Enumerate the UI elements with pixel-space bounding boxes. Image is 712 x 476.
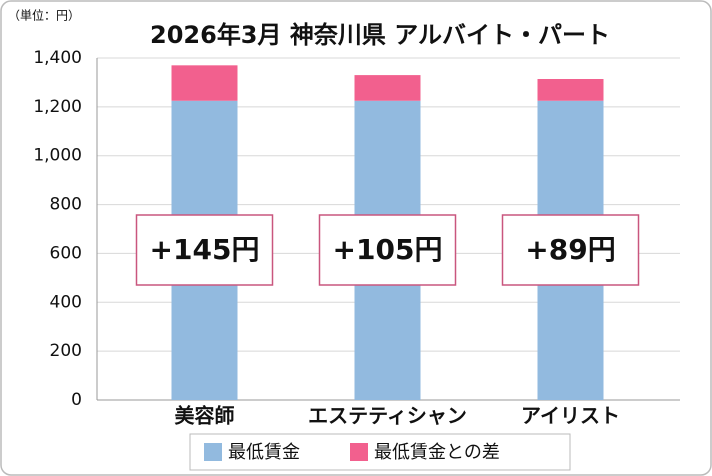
y-tick-label: 200 [50,341,82,361]
legend-swatch [350,443,368,461]
data-label: +105円 [333,233,443,266]
bar-segment [537,79,604,101]
y-tick-label: 1,200 [33,97,82,117]
y-tick-label: 1,400 [33,48,82,68]
data-label: +145円 [150,233,260,266]
legend-frame [189,433,571,471]
bar-segment [354,75,421,101]
annotation-box [318,214,457,286]
y-tick-label: 600 [50,243,82,263]
unit-label: （単位：円） [8,8,80,23]
x-tick-label: アイリスト [521,404,620,428]
y-tick-label: 400 [50,292,82,312]
annotation-box [501,214,640,286]
x-tick-label: 美容師 [175,404,235,428]
legend-label: 最低賃金 [228,442,300,463]
chart-title: 2026年3月 神奈川県 アルバイト・パート [150,21,610,49]
y-tick-label: 0 [71,390,82,410]
bar-segment [171,65,238,101]
y-tick-label: 1,000 [33,146,82,166]
data-label: +89円 [525,233,615,266]
legend-label: 最低賃金との差 [374,442,500,463]
legend-swatch [204,443,222,461]
y-tick-label: 800 [50,195,82,215]
annotation-box [135,214,274,286]
x-tick-label: エステティシャン [308,404,467,428]
